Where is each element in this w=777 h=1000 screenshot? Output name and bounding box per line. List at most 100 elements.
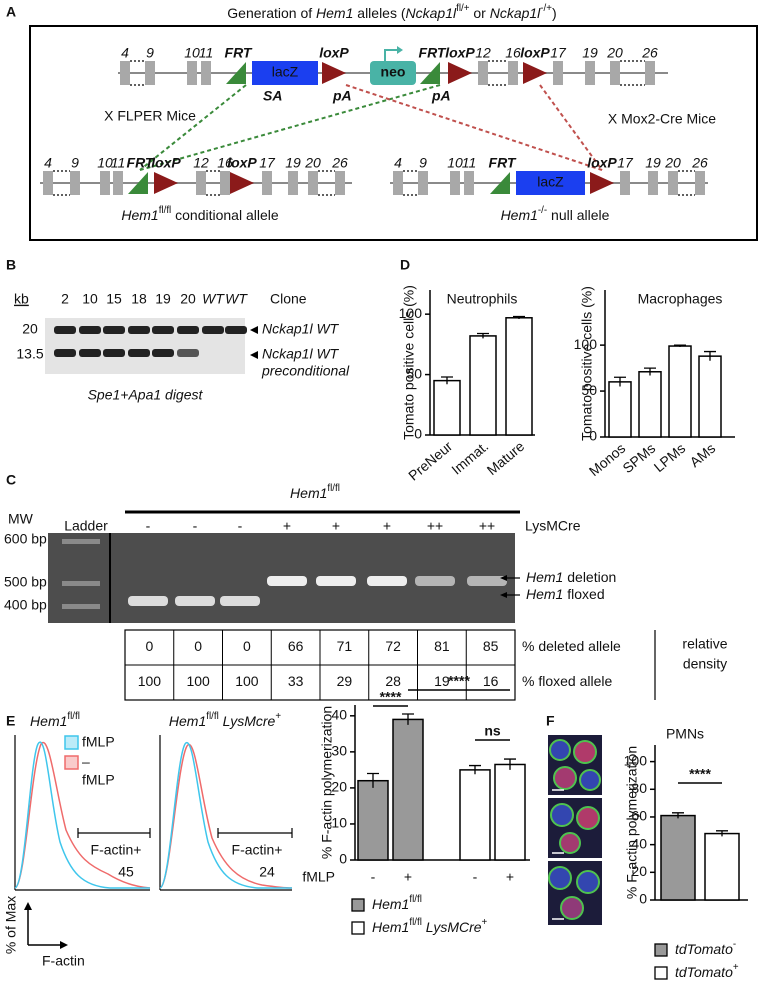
ladder-band xyxy=(62,604,100,609)
cell xyxy=(548,866,572,890)
significance-label: **** xyxy=(689,766,711,782)
loxp-site xyxy=(590,172,614,194)
cell xyxy=(549,739,571,761)
bar xyxy=(494,763,526,861)
text-part: LysMCre xyxy=(422,919,482,935)
panel-frame xyxy=(29,25,758,241)
exon xyxy=(668,171,678,195)
table-cell: 72 xyxy=(385,638,401,654)
y-tick-label: 0 xyxy=(639,891,647,907)
y-axis-title: Tomato positive cells (%) xyxy=(401,285,417,440)
loxp-site xyxy=(154,172,178,194)
exon-label: 9 xyxy=(146,45,154,61)
row-label: % floxed allele xyxy=(522,673,612,689)
chart-title: Macrophages xyxy=(638,291,723,307)
loxp-label: loxP xyxy=(319,45,349,61)
exon xyxy=(508,61,518,85)
legend-label: Hem1fl/fl xyxy=(372,894,422,912)
blot-band xyxy=(54,326,76,334)
text-part: fl/fl xyxy=(409,894,422,905)
histogram-curve xyxy=(14,741,150,889)
blot-band xyxy=(103,349,125,357)
table-cell: 100 xyxy=(186,673,210,689)
bar xyxy=(459,769,491,861)
lacz-label: lacZ xyxy=(272,64,299,80)
lacz-cassette xyxy=(252,61,318,85)
mw-label: MW xyxy=(8,511,34,527)
gate-value: 24 xyxy=(259,864,275,880)
loxp-site xyxy=(448,62,472,84)
frt-site xyxy=(490,172,510,194)
note: density xyxy=(683,656,727,672)
text-part: Hem1 xyxy=(526,586,563,602)
arrowhead xyxy=(60,941,68,949)
y-axis-title: % F-actin polymerization xyxy=(319,706,335,859)
significance-label: ns xyxy=(484,723,501,739)
exon-label: 26 xyxy=(691,155,708,171)
legend-swatch xyxy=(654,943,668,957)
legend-swatch xyxy=(64,735,79,750)
lane-label: WT xyxy=(202,291,225,307)
recombination-line xyxy=(139,84,441,171)
loxp-label: loxP xyxy=(445,45,475,61)
table-cell: 71 xyxy=(337,638,353,654)
text-part: fl/+ xyxy=(456,3,470,14)
micrographs xyxy=(548,735,602,925)
text-part: Hem1 xyxy=(501,207,538,223)
cell xyxy=(576,870,600,894)
exon xyxy=(620,171,630,195)
text-part: ) xyxy=(552,5,557,21)
text-part: Hem1 xyxy=(316,5,353,21)
exon xyxy=(335,171,345,195)
text-part: Hem1 xyxy=(372,896,409,912)
loxp-label: loxP xyxy=(587,155,617,171)
exon xyxy=(262,171,272,195)
text-part: - xyxy=(733,939,736,950)
loxp-site xyxy=(523,62,547,84)
band-label: Nckap1l WT xyxy=(262,321,340,337)
x-tick-label: + xyxy=(506,869,514,885)
histogram-curve xyxy=(14,741,151,889)
text-part: Nckap1l xyxy=(406,5,457,21)
y-tick-label: 0 xyxy=(414,426,422,442)
cell xyxy=(579,769,601,791)
panel-label: B xyxy=(6,257,16,273)
text-part: + xyxy=(733,962,739,973)
cre-sign: + xyxy=(332,518,340,534)
x-axis-title: fMLP xyxy=(302,869,335,885)
exon xyxy=(196,171,206,195)
exon-label: 9 xyxy=(71,155,79,171)
ladder-band xyxy=(62,581,100,586)
exon-label: 17 xyxy=(259,155,276,171)
legend-label: tdTomato+ xyxy=(675,962,739,980)
text-part: fl/fl xyxy=(206,711,219,722)
legend-swatch xyxy=(351,921,365,935)
error-bar xyxy=(441,376,453,385)
lane-label: 19 xyxy=(155,291,171,307)
arrowhead xyxy=(250,326,258,334)
legend-swatch xyxy=(64,755,79,770)
histogram-title: Hem1fl/fl xyxy=(30,711,80,729)
frt-label: FRT xyxy=(419,45,447,61)
text-part: null allele xyxy=(547,207,609,223)
exon-label: 17 xyxy=(617,155,634,171)
exon-label: 20 xyxy=(606,45,623,61)
exon xyxy=(120,61,130,85)
lane-label: 20 xyxy=(180,291,196,307)
cre-label: LysMCre xyxy=(525,518,581,534)
arrowhead xyxy=(500,592,507,598)
text-part: tdTomato xyxy=(675,941,733,957)
exon-label: 11 xyxy=(199,45,214,61)
exon-label: 20 xyxy=(664,155,681,171)
allele-caption: Hem1fl/fl conditional allele xyxy=(121,205,279,223)
exon xyxy=(43,171,53,195)
y-tick-label: 80 xyxy=(631,780,647,796)
note: relative xyxy=(682,636,727,652)
exon-label: 19 xyxy=(582,45,598,61)
blot-band xyxy=(128,349,150,357)
arrowhead xyxy=(24,902,32,910)
error-bar xyxy=(614,376,626,387)
exon xyxy=(220,171,230,195)
text-part: alleles ( xyxy=(353,5,405,21)
loxp-label: loxP xyxy=(151,155,181,171)
